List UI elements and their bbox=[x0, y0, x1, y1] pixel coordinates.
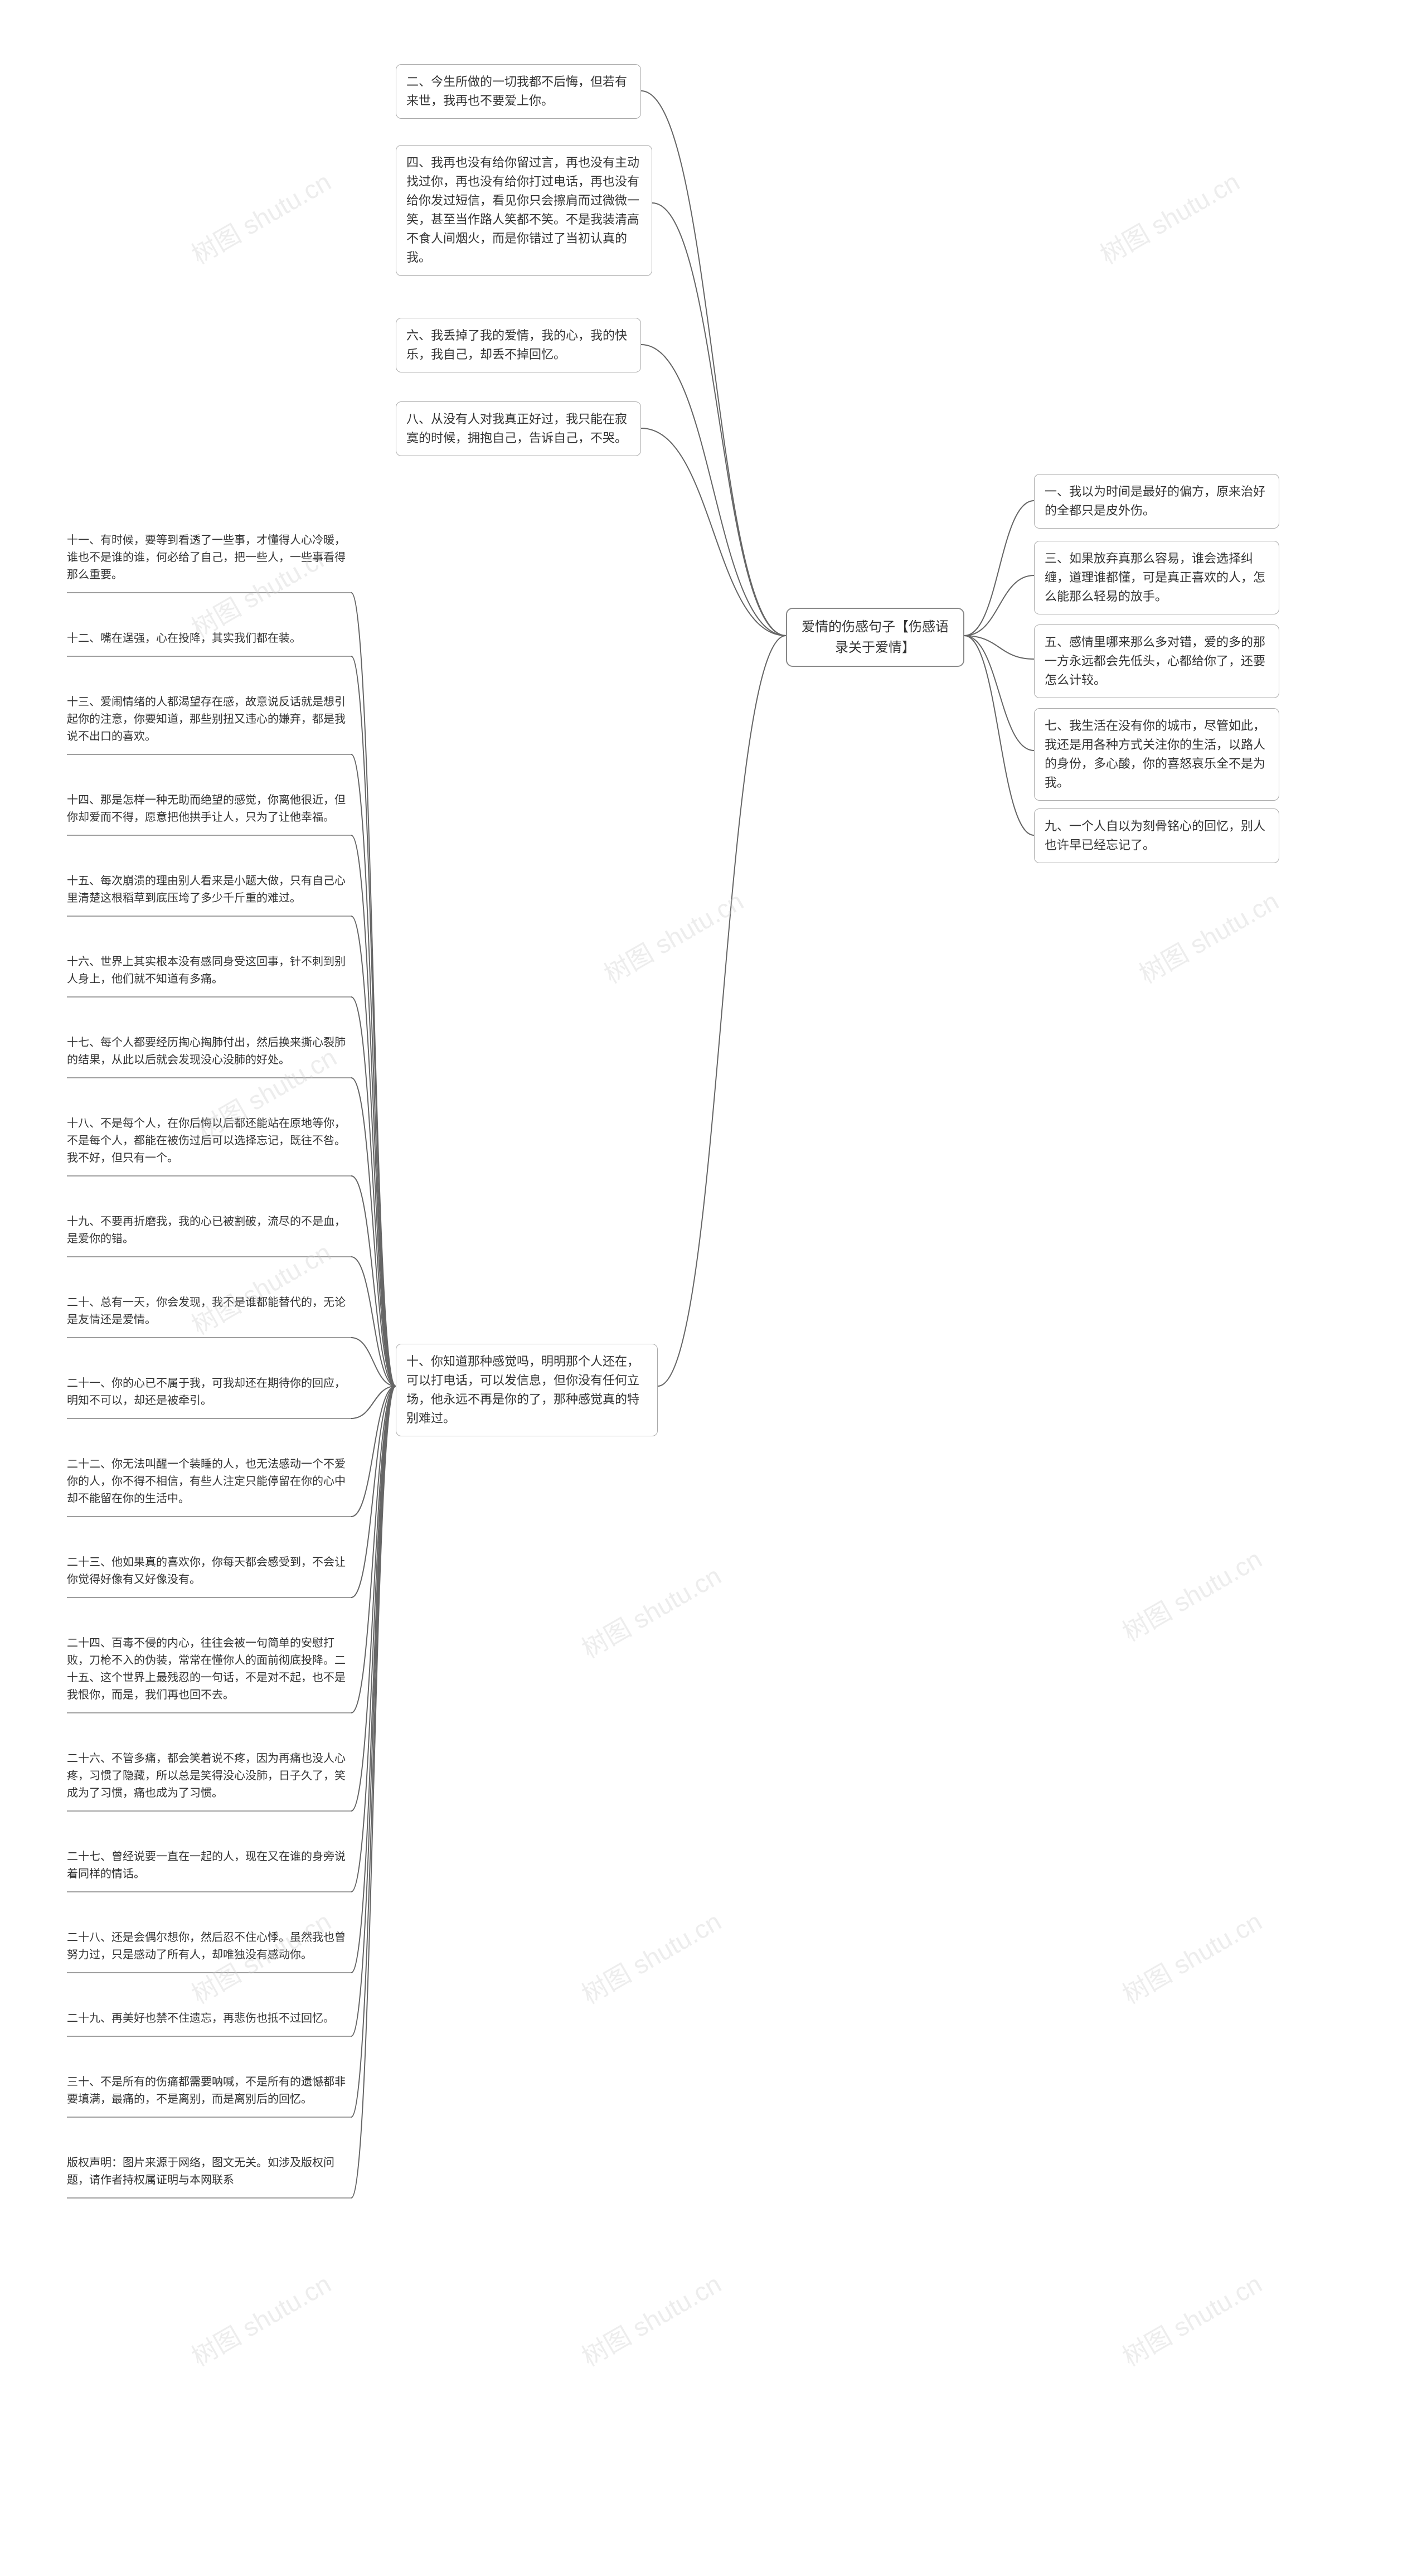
node-S28: 二十八、还是会偶尔想你，然后忍不住心悸。虽然我也曾努力过，只是感动了所有人，却唯… bbox=[67, 1921, 351, 1972]
node-L2: 二、今生所做的一切我都不后悔，但若有来世，我再也不要爱上你。 bbox=[396, 64, 641, 119]
watermark: 树图 shutu.cn bbox=[574, 2264, 727, 2374]
node-S22: 二十二、你无法叫醒一个装睡的人，也无法感动一个不爱你的人，你不得不相信，有些人注… bbox=[67, 1448, 351, 1515]
node-R1: 一、我以为时间是最好的偏方，原来治好的全都只是皮外伤。 bbox=[1034, 474, 1279, 529]
node-L6: 六、我丢掉了我的爱情，我的心，我的快乐，我自己，却丢不掉回忆。 bbox=[396, 318, 641, 372]
node-S27: 二十七、曾经说要一直在一起的人，现在又在谁的身旁说着同样的情话。 bbox=[67, 1841, 351, 1891]
watermark: 树图 shutu.cn bbox=[574, 1556, 727, 1666]
node-R9: 九、一个人自以为刻骨铭心的回忆，别人也许早已经忘记了。 bbox=[1034, 808, 1279, 863]
node-S13: 十三、爱闹情绪的人都渴望存在感，故意说反话就是想引起你的注意，你要知道，那些别扭… bbox=[67, 686, 351, 753]
node-branch10: 十、你知道那种感觉吗，明明那个人还在，可以打电话，可以发信息，但你没有任何立场，… bbox=[396, 1344, 658, 1436]
node-S29: 二十九、再美好也禁不住遗忘，再悲伤也抵不过回忆。 bbox=[67, 2002, 351, 2035]
node-S19: 十九、不要再折磨我，我的心已被割破，流尽的不是血，是爱你的错。 bbox=[67, 1205, 351, 1256]
node-Scopy: 版权声明：图片来源于网络，图文无关。如涉及版权问题，请作者持权属证明与本网联系 bbox=[67, 2147, 351, 2197]
node-S20: 二十、总有一天，你会发现，我不是谁都能替代的，无论是友情还是爱情。 bbox=[67, 1286, 351, 1337]
node-S16: 十六、世界上其实根本没有感同身受这回事，针不刺到别人身上，他们就不知道有多痛。 bbox=[67, 946, 351, 996]
node-S15: 十五、每次崩溃的理由别人看来是小题大做，只有自己心里清楚这根稻草到底压垮了多少千… bbox=[67, 865, 351, 915]
mindmap-canvas: 爱情的伤感句子【伤感语录关于爱情】 二、今生所做的一切我都不后悔，但若有来世，我再… bbox=[0, 0, 1427, 2576]
watermark: 树图 shutu.cn bbox=[1115, 1539, 1268, 1649]
watermark: 树图 shutu.cn bbox=[574, 1902, 727, 2012]
node-L8: 八、从没有人对我真正好过，我只能在寂寞的时候，拥抱自己，告诉自己，不哭。 bbox=[396, 401, 641, 456]
node-S11: 十一、有时候，要等到看透了一些事，才懂得人心冷暖，谁也不是谁的谁，何必给了自己，… bbox=[67, 524, 351, 592]
node-R3: 三、如果放弃真那么容易，谁会选择纠缠，道理谁都懂，可是真正喜欢的人，怎么能那么轻… bbox=[1034, 541, 1279, 614]
watermark: 树图 shutu.cn bbox=[184, 162, 337, 272]
node-S17: 十七、每个人都要经历掏心掏肺付出，然后换来撕心裂肺的结果，从此以后就会发现没心没… bbox=[67, 1026, 351, 1077]
node-S18: 十八、不是每个人，在你后悔以后都还能站在原地等你，不是每个人，都能在被伤过后可以… bbox=[67, 1107, 351, 1175]
node-S23: 二十三、他如果真的喜欢你，你每天都会感受到，不会让你觉得好像有又好像没有。 bbox=[67, 1546, 351, 1596]
watermark: 树图 shutu.cn bbox=[1115, 1902, 1268, 2012]
node-S21: 二十一、你的心已不属于我，可我却还在期待你的回应，明知不可以，却还是被牵引。 bbox=[67, 1367, 351, 1417]
node-S26: 二十六、不管多痛，都会笑着说不疼，因为再痛也没人心疼，习惯了隐藏，所以总是笑得没… bbox=[67, 1742, 351, 1810]
node-S12: 十二、嘴在逞强，心在投降，其实我们都在装。 bbox=[67, 622, 351, 655]
node-L4: 四、我再也没有给你留过言，再也没有主动找过你，再也没有给你打过电话，再也没有给你… bbox=[396, 145, 652, 276]
node-S14: 十四、那是怎样一种无助而绝望的感觉，你离他很近，但你却爱而不得，愿意把他拱手让人… bbox=[67, 784, 351, 834]
watermark: 树图 shutu.cn bbox=[596, 882, 749, 991]
node-R7: 七、我生活在没有你的城市，尽管如此，我还是用各种方式关注你的生活，以路人的身份，… bbox=[1034, 708, 1279, 801]
watermark: 树图 shutu.cn bbox=[1132, 882, 1284, 991]
node-S30: 三十、不是所有的伤痛都需要呐喊，不是所有的遗憾都非要填满，最痛的，不是离别，而是… bbox=[67, 2066, 351, 2116]
root-node: 爱情的伤感句子【伤感语录关于爱情】 bbox=[786, 608, 964, 667]
node-R5: 五、感情里哪来那么多对错，爱的多的那一方永远都会先低头，心都给你了，还要怎么计较… bbox=[1034, 624, 1279, 698]
watermark: 树图 shutu.cn bbox=[184, 2264, 337, 2374]
watermark: 树图 shutu.cn bbox=[1093, 162, 1245, 272]
node-S24: 二十四、百毒不侵的内心，往往会被一句简单的安慰打败，刀枪不入的伪装，常常在懂你人… bbox=[67, 1627, 351, 1712]
watermark: 树图 shutu.cn bbox=[1115, 2264, 1268, 2374]
